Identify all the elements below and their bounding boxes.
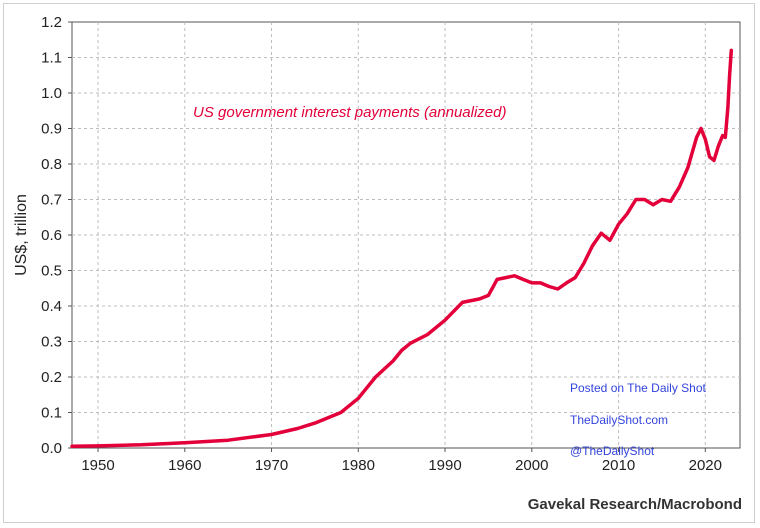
x-axis-ticks: 1950 1960 1970 1980 1990 2000 2010 2020 xyxy=(81,448,722,474)
y-tick-label: 0.9 xyxy=(41,121,62,138)
y-axis-ticks: 0.0 0.1 0.2 0.3 0.4 0.5 0.6 0.7 0.8 0.9 1.0 1.1 1.2 xyxy=(41,14,72,457)
y-tick-label: 0.5 xyxy=(41,263,62,280)
series-layer xyxy=(70,48,734,448)
x-tick-label: 1960 xyxy=(168,457,201,474)
plot-area xyxy=(71,21,741,449)
y-tick-label: 1.1 xyxy=(41,50,62,67)
series-label: US government interest payments (annuali… xyxy=(193,104,507,121)
y-tick-label: 0.1 xyxy=(41,405,62,422)
x-tick-label: 1970 xyxy=(255,457,288,474)
y-tick-label: 0.8 xyxy=(41,156,62,173)
x-tick-label: 1950 xyxy=(81,457,114,474)
grid-lines xyxy=(72,22,740,448)
y-tick-label: 0.3 xyxy=(41,334,62,351)
y-axis-title: US$, trillion xyxy=(13,194,30,276)
y-tick-label: 0.2 xyxy=(41,369,62,386)
y-tick-label: 1.0 xyxy=(41,85,62,102)
x-tick-label: 1980 xyxy=(342,457,375,474)
x-tick-label: 2020 xyxy=(689,457,722,474)
watermark-site: TheDailyShot.com xyxy=(570,413,668,427)
y-tick-label: 0.0 xyxy=(41,440,62,457)
x-tick-label: 2010 xyxy=(602,457,635,474)
source-credit: Gavekal Research/Macrobond xyxy=(528,496,742,513)
x-tick-label: 1990 xyxy=(428,457,461,474)
y-tick-label: 0.6 xyxy=(41,227,62,244)
y-tick-label: 0.7 xyxy=(41,192,62,209)
y-tick-label: 0.4 xyxy=(41,298,62,315)
y-tick-label: 1.2 xyxy=(41,14,62,31)
x-tick-label: 2000 xyxy=(515,457,548,474)
watermark-handle: @TheDailyShot xyxy=(570,444,655,458)
series-line-interest-payments xyxy=(70,48,734,448)
watermark-posted: Posted on The Daily Shot xyxy=(570,381,707,395)
